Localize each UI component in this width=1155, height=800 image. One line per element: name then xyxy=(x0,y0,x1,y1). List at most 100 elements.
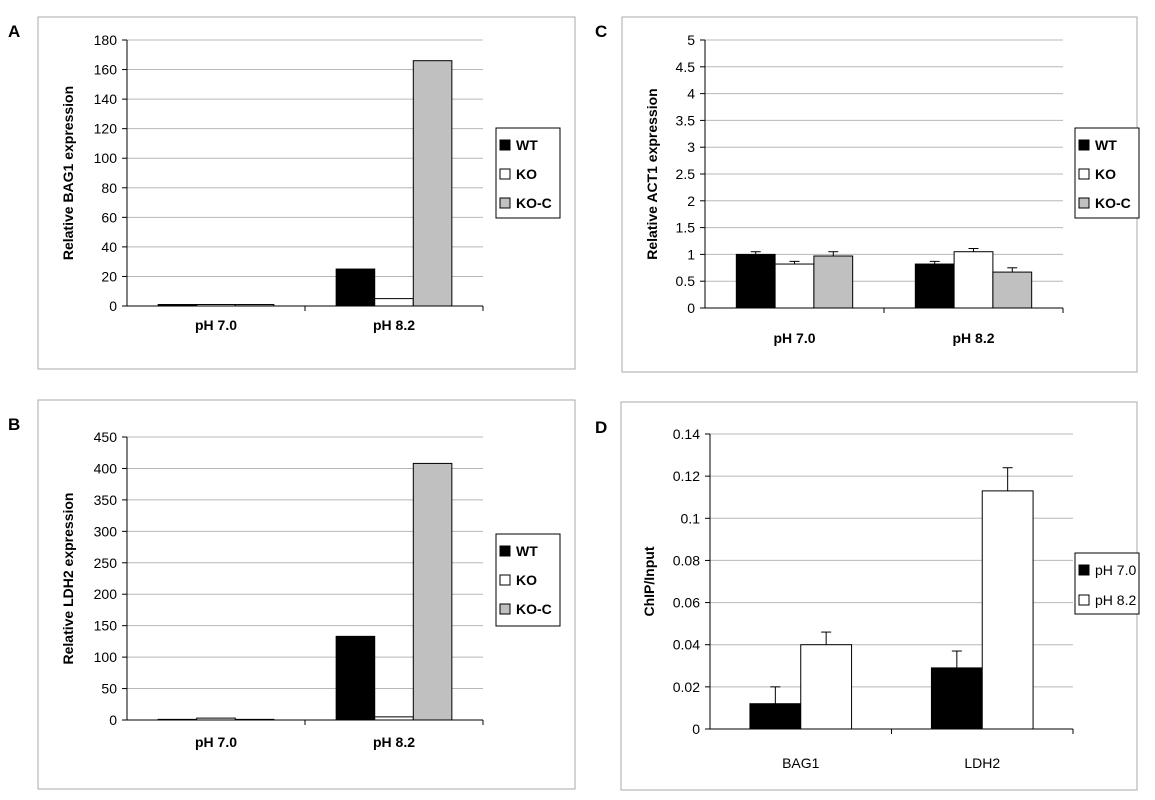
y-tick-label: 300 xyxy=(94,523,118,539)
panel-d: D 0 0.02 0.04 0.06 0.08 0.1 0.12 0.14 ChIP/Input B… xyxy=(595,401,1140,791)
legend-label: WT xyxy=(1095,137,1117,153)
y-axis-label: Relative BAG1 expression xyxy=(60,86,76,260)
y-tick-label: 100 xyxy=(94,150,118,166)
y-tick-label: 140 xyxy=(94,91,118,107)
legend-swatch xyxy=(1078,139,1090,151)
y-tick-label: 0 xyxy=(687,300,695,316)
y-tick-label: 250 xyxy=(94,555,118,571)
legend-label: KO-C xyxy=(1095,195,1131,211)
legend-swatch xyxy=(1078,197,1090,209)
y-tick-label: 5 xyxy=(687,32,695,48)
y-tick-label: 0.06 xyxy=(673,595,700,611)
legend-label: KO xyxy=(1095,166,1116,182)
bar xyxy=(335,635,376,721)
bar xyxy=(953,251,994,309)
y-tick-label: 1 xyxy=(687,246,695,262)
y-tick-label: 150 xyxy=(94,618,118,634)
y-tick-label: 60 xyxy=(101,209,117,225)
y-tick-label: 0.02 xyxy=(673,679,700,695)
bar xyxy=(374,716,414,721)
y-tick-label: 450 xyxy=(94,429,118,445)
bar xyxy=(335,268,376,307)
legend-label: KO xyxy=(516,572,537,588)
legend-label: pH 8.2 xyxy=(1095,592,1136,608)
y-tick-label: 180 xyxy=(94,32,118,48)
y-axis-label: Relative LDH2 expression xyxy=(60,493,76,665)
legend-swatch xyxy=(499,603,511,615)
y-tick-label: 50 xyxy=(101,681,117,697)
x-tick-label: LDH2 xyxy=(964,755,1000,771)
legend-swatch xyxy=(1078,168,1090,180)
x-tick-label: pH 7.0 xyxy=(195,734,237,750)
y-tick-label: 160 xyxy=(94,62,118,78)
panel-border xyxy=(621,16,1138,373)
y-tick-label: 0 xyxy=(109,298,117,314)
y-tick-label: 20 xyxy=(101,268,117,284)
legend-swatch xyxy=(1078,564,1090,576)
legend-label: pH 7.0 xyxy=(1095,562,1136,578)
legend-label: WT xyxy=(516,543,538,559)
legend-swatch xyxy=(499,197,511,209)
bar xyxy=(196,304,236,307)
legend-swatch xyxy=(499,545,511,557)
legend-swatch xyxy=(499,168,511,180)
panel-a: A 0 20 40 60 80 100 120 140 160 180 Relative BAG1 e… xyxy=(8,16,576,370)
panel-letter: A xyxy=(8,22,20,41)
y-tick-label: 0.12 xyxy=(673,468,700,484)
y-tick-label: 0.04 xyxy=(673,637,700,653)
y-axis-label: ChIP/Input xyxy=(641,546,657,616)
bar xyxy=(157,304,198,307)
bar xyxy=(735,253,776,309)
y-tick-label: 200 xyxy=(94,586,118,602)
bar xyxy=(234,304,275,307)
y-tick-label: 0.5 xyxy=(676,273,696,289)
y-axis-label: Relative ACT1 expression xyxy=(644,88,660,259)
legend-swatch xyxy=(499,574,511,586)
y-tick-label: 0.08 xyxy=(673,552,700,568)
y-tick-label: 100 xyxy=(94,649,118,665)
bar xyxy=(813,255,854,309)
panel-c: C 0 0.5 1 1.5 2 2.5 3 3.5 4 4.5 5 Relative ACT1 expr… xyxy=(595,16,1140,373)
bar xyxy=(930,667,983,730)
bar xyxy=(412,462,453,721)
y-tick-label: 3.5 xyxy=(676,112,696,128)
bar xyxy=(992,271,1033,309)
y-tick-label: 0.1 xyxy=(681,510,701,526)
y-tick-label: 80 xyxy=(101,180,117,196)
y-tick-label: 350 xyxy=(94,492,118,508)
x-tick-label: BAG1 xyxy=(782,755,820,771)
bar xyxy=(196,717,236,721)
legend-swatch xyxy=(1078,594,1090,606)
x-tick-label: pH 8.2 xyxy=(373,317,415,333)
panel-letter: D xyxy=(595,418,607,437)
panel-border xyxy=(620,401,1138,791)
y-tick-label: 1.5 xyxy=(676,220,696,236)
panel-b: B 0 50 100 150 200 250 300 350 400 450 Relative LDH… xyxy=(8,399,576,790)
bar xyxy=(234,718,275,721)
y-tick-label: 0.14 xyxy=(673,426,700,442)
panel-letter: B xyxy=(8,415,20,434)
y-tick-label: 3 xyxy=(687,139,695,155)
bar xyxy=(412,60,453,307)
y-tick-label: 2.5 xyxy=(676,166,696,182)
x-tick-label: pH 8.2 xyxy=(373,734,415,750)
y-tick-label: 120 xyxy=(94,121,118,137)
x-tick-label: pH 8.2 xyxy=(952,330,994,346)
bar xyxy=(800,644,853,730)
panel-letter: C xyxy=(595,22,607,41)
y-tick-label: 2 xyxy=(687,193,695,209)
y-tick-label: 0 xyxy=(109,712,117,728)
legend-swatch xyxy=(499,139,511,151)
y-tick-label: 40 xyxy=(101,239,117,255)
bar xyxy=(914,263,955,309)
y-tick-label: 4.5 xyxy=(676,59,696,75)
y-tick-label: 4 xyxy=(687,86,695,102)
x-tick-label: pH 7.0 xyxy=(195,317,237,333)
legend-label: WT xyxy=(516,137,538,153)
legend-label: KO-C xyxy=(516,601,552,617)
y-tick-label: 0 xyxy=(692,721,700,737)
bar xyxy=(157,718,198,721)
legend-label: KO xyxy=(516,166,537,182)
bar xyxy=(749,703,802,730)
